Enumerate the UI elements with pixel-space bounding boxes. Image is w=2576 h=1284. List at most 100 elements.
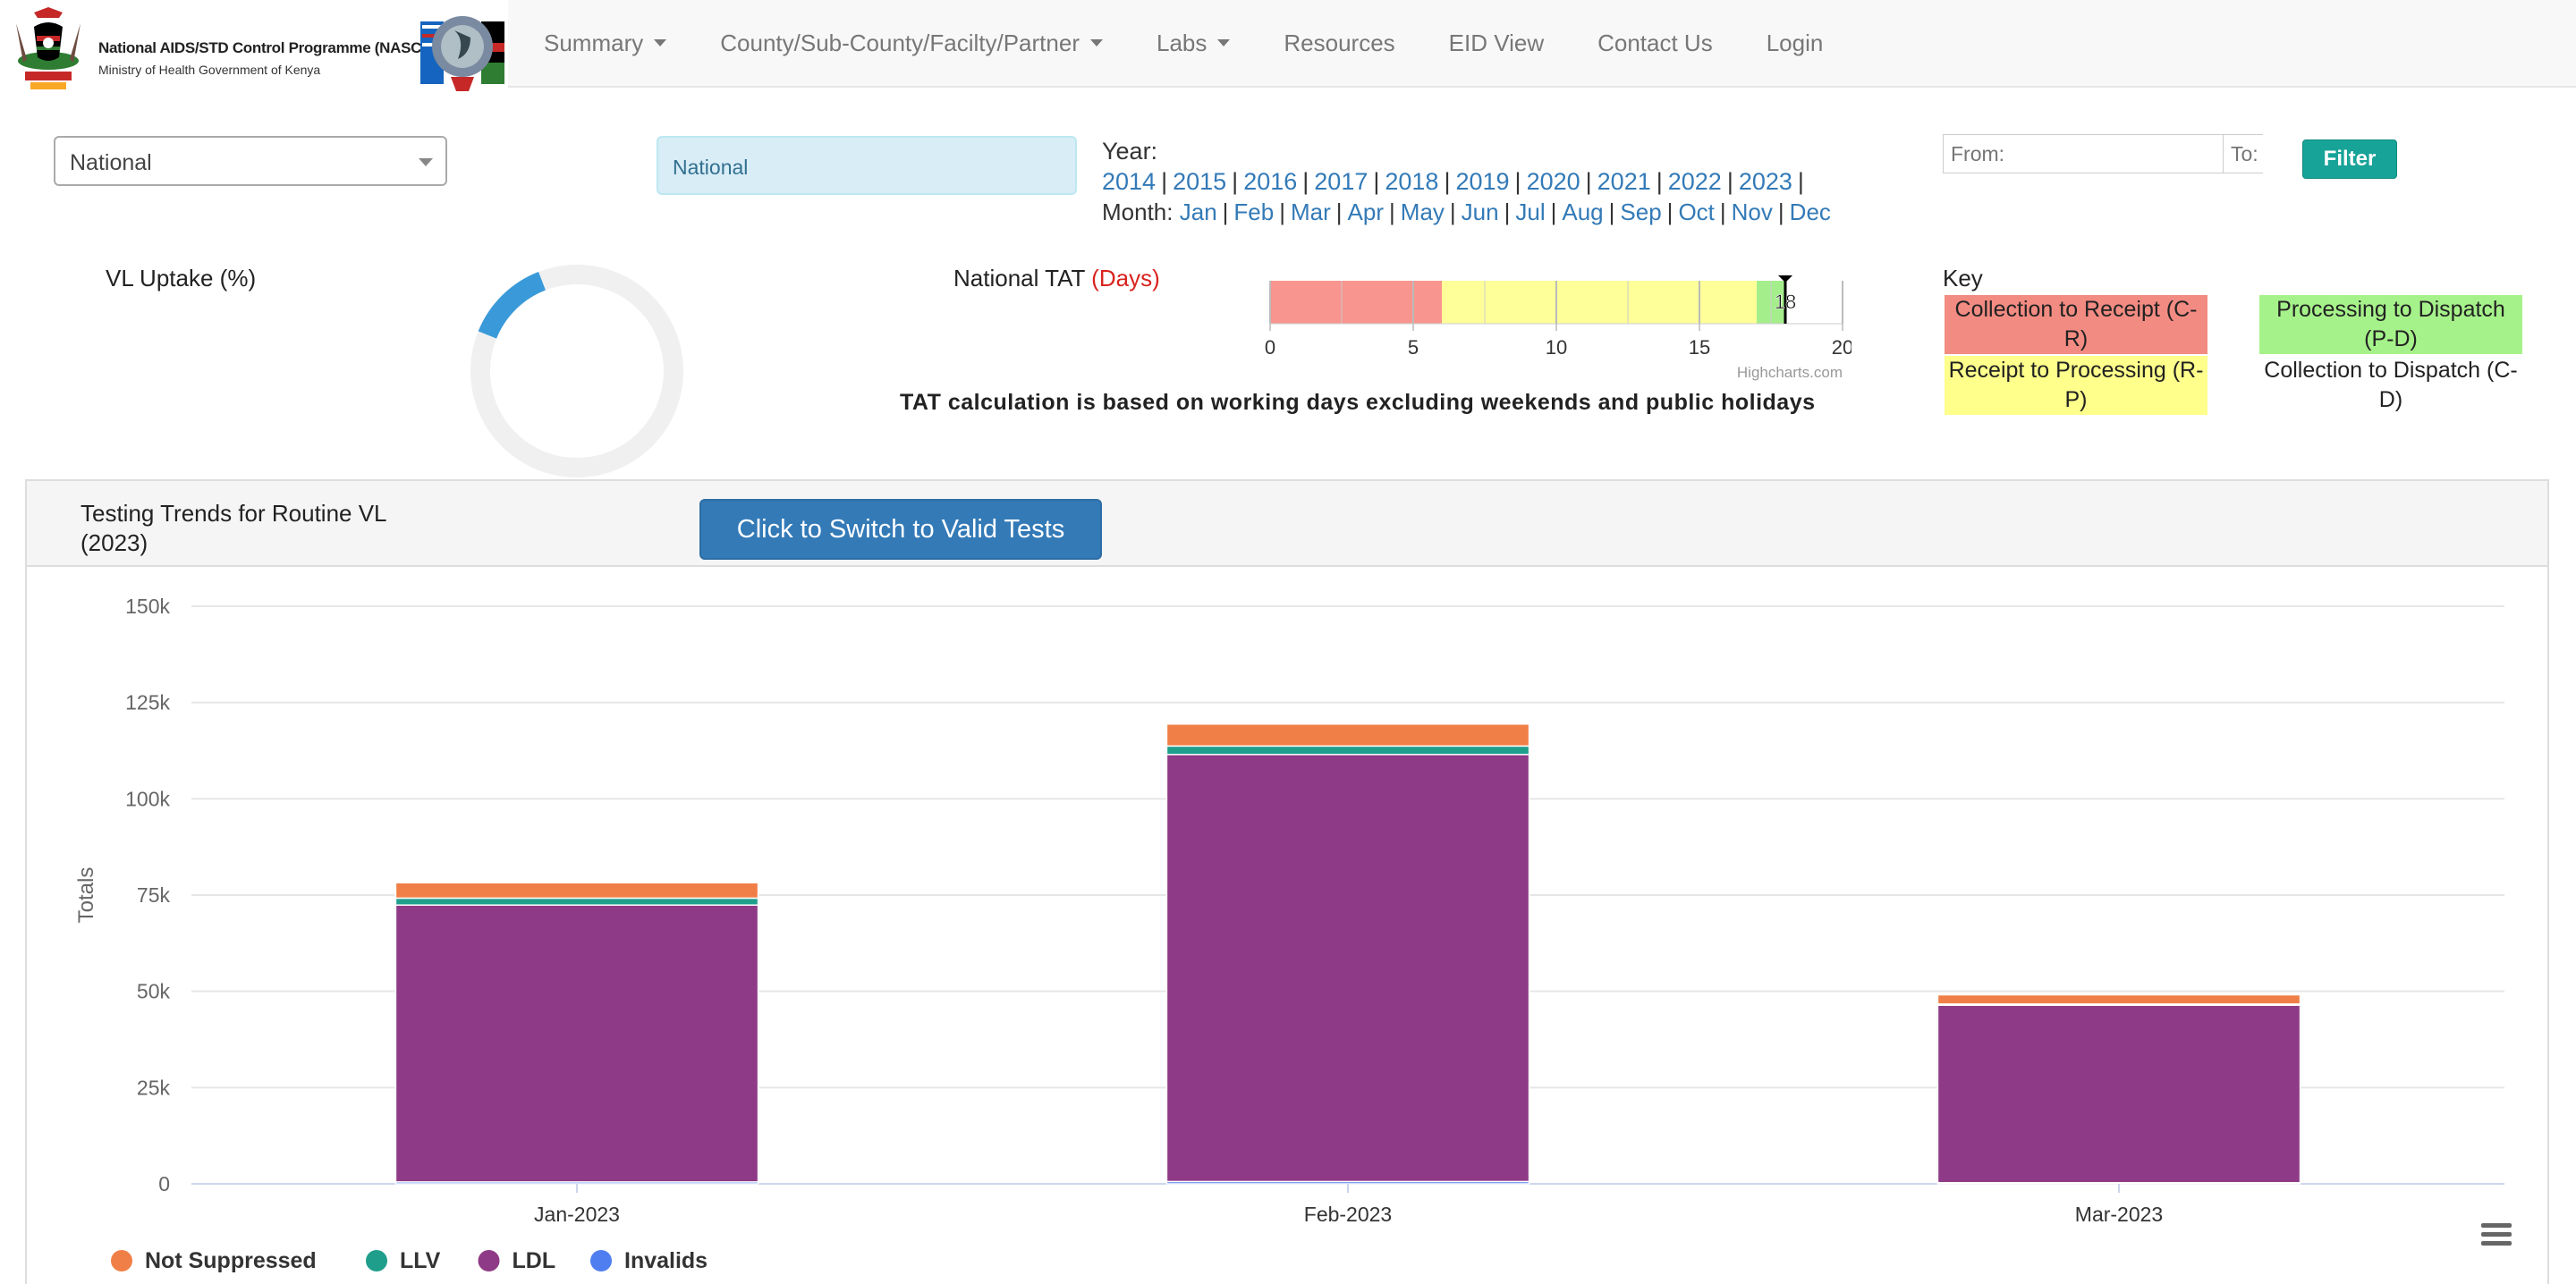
legend-marker — [590, 1250, 612, 1271]
nav-summary-label: Summary — [544, 29, 644, 56]
hamburger-bar — [2481, 1241, 2512, 1246]
region-select[interactable]: National — [54, 136, 447, 186]
nav-contact-us-label: Contact Us — [1597, 29, 1713, 56]
bar-not-suppressed[interactable] — [1936, 993, 2301, 1005]
year-link[interactable]: 2021 — [1597, 168, 1651, 195]
tat-chart: 0 5 10 15 20 18 Highcharts.com — [1265, 275, 1852, 381]
legend-item-llv[interactable]: LLV — [366, 1248, 441, 1273]
nav-eid-view-label: EID View — [1448, 29, 1545, 56]
bar-not-suppressed[interactable] — [394, 882, 759, 900]
month-link[interactable]: Feb — [1233, 199, 1275, 225]
nav-resources[interactable]: Resources — [1257, 30, 1421, 57]
year-link[interactable]: 2019 — [1455, 168, 1510, 195]
year-link[interactable]: 2016 — [1243, 168, 1298, 195]
tat-note: TAT calculation is based on working days… — [900, 390, 1816, 415]
year-link[interactable]: 2018 — [1385, 168, 1439, 195]
switch-valid-tests-button[interactable]: Click to Switch to Valid Tests — [699, 499, 1102, 560]
bar-ldl[interactable] — [394, 904, 759, 1183]
month-link[interactable]: Jul — [1515, 199, 1546, 225]
bar-not-suppressed[interactable] — [1165, 723, 1530, 748]
donut-track — [470, 265, 683, 477]
nav-menu: Summary County/Sub-County/Facilty/Partne… — [517, 0, 1850, 86]
year-link[interactable]: 2022 — [1667, 168, 1722, 195]
tat-title: National TAT (Days) — [953, 265, 1160, 292]
tat-tick-label: 5 — [1408, 336, 1419, 359]
tat-tick-label: 15 — [1689, 336, 1710, 359]
y-tick-label: 50k — [137, 980, 171, 1003]
tat-marker-cap-icon — [1778, 275, 1792, 283]
from-date-input[interactable] — [1944, 135, 2224, 173]
year-link[interactable]: 2023 — [1738, 168, 1792, 195]
brand[interactable]: National AIDS/STD Control Programme (NAS… — [0, 0, 508, 98]
tat-value-label: 18 — [1775, 291, 1796, 313]
hamburger-menu-icon[interactable] — [2481, 1223, 2512, 1246]
nav-contact-us[interactable]: Contact Us — [1571, 30, 1740, 57]
year-link[interactable]: 2015 — [1173, 168, 1227, 195]
kenya-coat-of-arms-icon — [16, 7, 80, 89]
month-link[interactable]: Apr — [1347, 199, 1385, 225]
month-link[interactable]: Oct — [1678, 199, 1715, 225]
tat-title-text: National TAT — [953, 265, 1085, 291]
y-tick-label: 25k — [137, 1076, 171, 1099]
month-link[interactable]: Jun — [1461, 199, 1499, 225]
y-tick-label: 125k — [125, 691, 170, 714]
key-receipt-to-processing: Receipt to Processing (R-P) — [1945, 356, 2207, 415]
tat-credit: Highcharts.com — [1737, 364, 1843, 381]
legend-marker — [111, 1250, 132, 1271]
bar-ldl[interactable] — [1936, 1004, 2301, 1184]
year-selector: Year: 2014 | 2015 | 2016 | 2017 | 2018 | 2019 | 2020… — [1102, 138, 1804, 195]
tat-segment-c-r — [1270, 281, 1442, 324]
panel-heading: Testing Trends for Routine VL (2023) Cli… — [27, 481, 2547, 567]
brand-title: National AIDS/STD Control Programme (NAS… — [98, 39, 448, 56]
filter-button[interactable]: Filter — [2302, 139, 2397, 179]
testing-trends-panel: Testing Trends for Routine VL (2023) Cli… — [25, 479, 2549, 1284]
y-tick-label: 75k — [137, 883, 171, 907]
hamburger-bar — [2481, 1232, 2512, 1237]
year-link[interactable]: 2017 — [1314, 168, 1368, 195]
y-tick-label: 150k — [125, 595, 170, 618]
bar-ldl[interactable] — [1165, 754, 1530, 1183]
brand-subtitle: Ministry of Health Government of Kenya — [98, 63, 321, 77]
nav-login[interactable]: Login — [1740, 30, 1851, 57]
month-link[interactable]: Mar — [1291, 199, 1331, 225]
panel-title: Testing Trends for Routine VL (2023) — [80, 500, 386, 556]
tat-tick-label: 0 — [1265, 336, 1275, 359]
hamburger-bar — [2481, 1223, 2512, 1228]
y-tick-label: 0 — [158, 1172, 170, 1195]
chevron-down-icon — [1217, 39, 1231, 46]
legend-label: Not Suppressed — [145, 1248, 317, 1273]
chevron-down-icon — [419, 158, 433, 166]
legend-item-invalids[interactable]: Invalids — [590, 1248, 708, 1273]
date-range — [1943, 134, 2503, 173]
month-link[interactable]: May — [1400, 199, 1445, 225]
region-select-value: National — [70, 150, 152, 175]
nav-county[interactable]: County/Sub-County/Facilty/Partner — [693, 30, 1130, 57]
year-link[interactable]: 2020 — [1526, 168, 1580, 195]
month-link[interactable]: Jan — [1179, 199, 1217, 225]
breadcrumb: National — [657, 136, 1077, 195]
donut-fill — [470, 265, 683, 477]
month-link[interactable]: Nov — [1731, 199, 1773, 225]
year-link[interactable]: 2014 — [1102, 168, 1157, 195]
y-tick-label: 100k — [125, 787, 170, 810]
bar-llv[interactable] — [1165, 745, 1530, 756]
tat-title-unit: (Days) — [1091, 265, 1160, 291]
month-link[interactable]: Sep — [1620, 199, 1662, 225]
month-link[interactable]: Dec — [1789, 199, 1831, 225]
nav-labs-label: Labs — [1156, 29, 1208, 56]
nav-eid-view[interactable]: EID View — [1422, 30, 1571, 57]
nav-summary[interactable]: Summary — [517, 30, 693, 57]
legend-item-not-suppressed[interactable]: Not Suppressed — [111, 1248, 317, 1273]
vl-uptake-donut — [470, 265, 683, 477]
nav-labs[interactable]: Labs — [1130, 30, 1257, 57]
legend-marker — [366, 1250, 387, 1271]
month-link[interactable]: Aug — [1562, 199, 1604, 225]
legend-item-ldl[interactable]: LDL — [478, 1248, 556, 1273]
vl-uptake-title: VL Uptake (%) — [106, 265, 257, 291]
x-tick-label: Feb-2023 — [1304, 1203, 1392, 1226]
legend-label: Invalids — [624, 1248, 708, 1273]
partner-logo-icon — [420, 16, 504, 91]
bar-llv[interactable] — [394, 897, 759, 906]
nav-login-label: Login — [1766, 29, 1824, 56]
tat-segment-r-p — [1442, 281, 1757, 324]
